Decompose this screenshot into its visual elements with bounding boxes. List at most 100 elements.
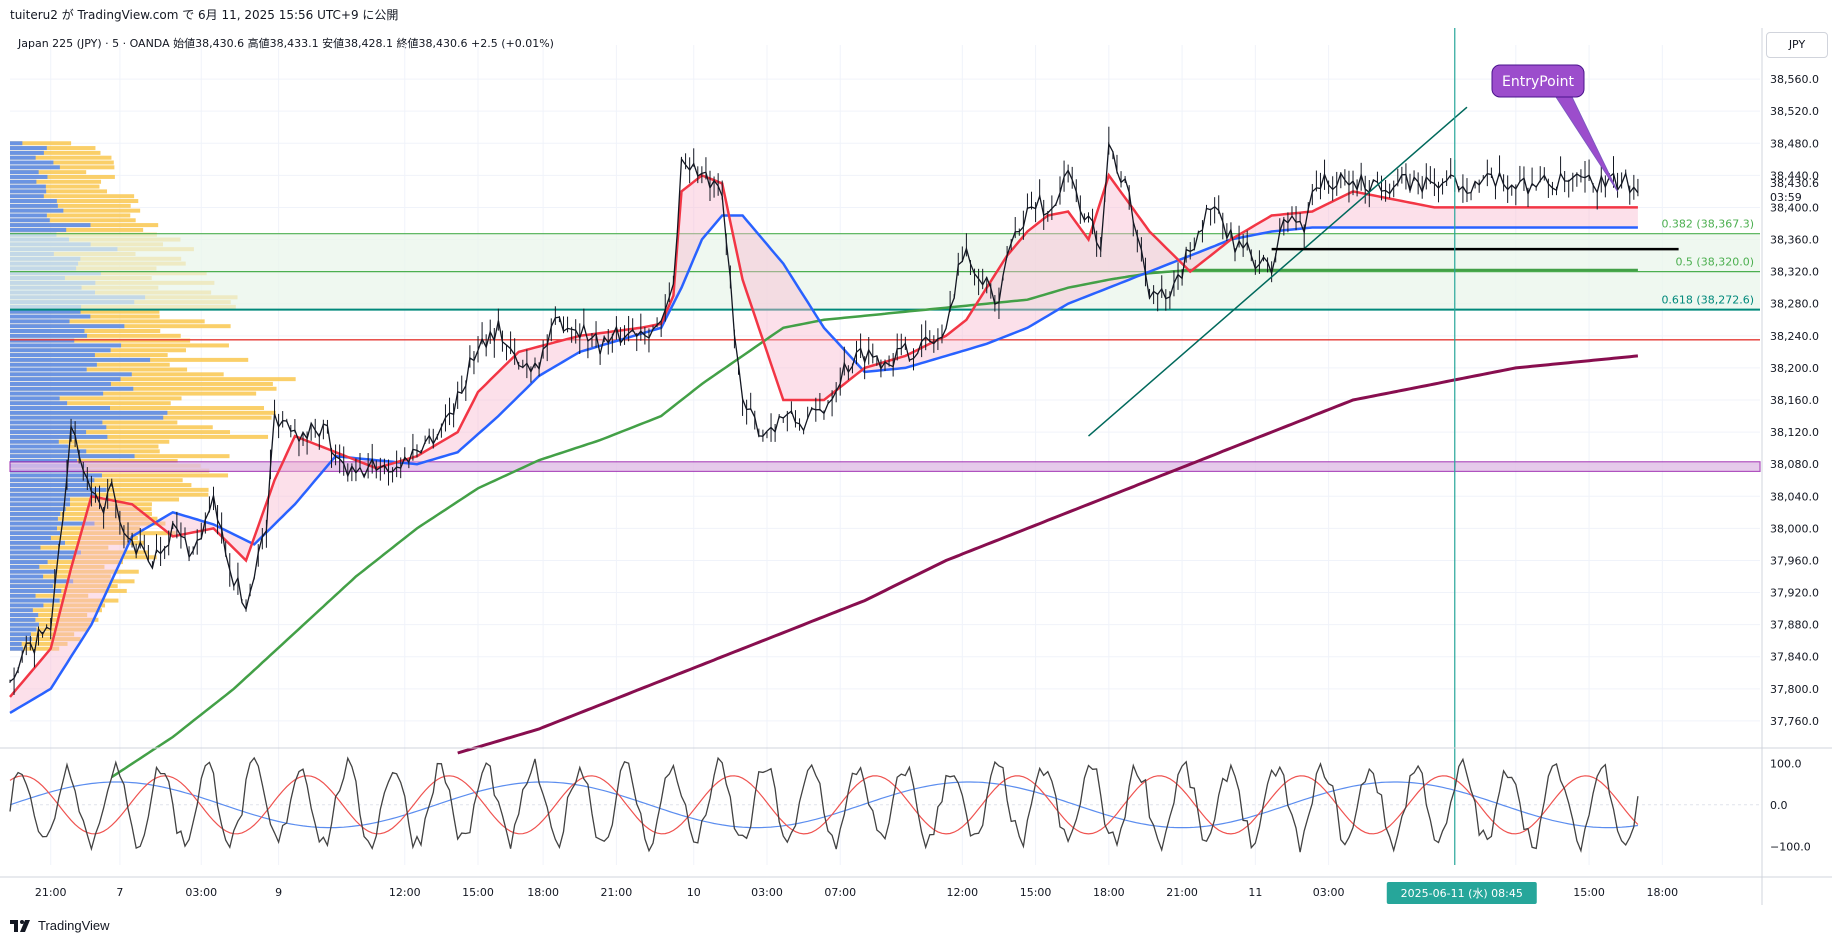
osc-tick-0: 100.0: [1770, 757, 1802, 770]
vp-bar-down: [10, 560, 48, 565]
vp-bar-up: [10, 218, 136, 223]
price-tick-10: 38,160.0: [1770, 394, 1819, 407]
vp-bar-down: [10, 473, 102, 478]
vp-bar-up: [10, 141, 72, 146]
vp-bar-down: [10, 160, 54, 165]
axes: 38,560.0 38,520.0 38,480.0 38,440.0 38,400.0…: [0, 28, 1832, 905]
price-tick-16: 37,920.0: [1770, 587, 1819, 600]
grid-lines: [10, 45, 1760, 865]
vp-bar-down: [10, 425, 107, 430]
vp-bar-down: [10, 309, 81, 314]
fib-label-2: 0.618 (38,272.6): [1661, 294, 1754, 307]
vp-bar-up: [10, 146, 96, 151]
vp-bar-up: [10, 203, 131, 208]
vp-bar-down: [10, 531, 61, 536]
vp-bar-down: [10, 170, 39, 175]
time-tick-19: 18:00: [1646, 886, 1678, 899]
vp-bar-down: [10, 199, 57, 204]
tradingview-brand[interactable]: TradingView: [10, 918, 110, 933]
vp-bar-down: [10, 348, 111, 353]
vp-bar-up: [10, 434, 269, 439]
vp-bar-down: [10, 208, 64, 213]
vp-bar-up: [10, 637, 81, 642]
vp-bar-down: [10, 391, 104, 396]
vp-bar-down: [10, 511, 61, 516]
vp-bar-up: [10, 531, 176, 536]
vp-bar-down: [10, 598, 60, 603]
fib-label-0: 0.382 (38,367.3): [1661, 218, 1754, 231]
price-tick-13: 38,040.0: [1770, 490, 1819, 503]
vp-bar-up: [10, 194, 135, 199]
vp-bar-down: [10, 555, 74, 560]
vp-bar-up: [10, 584, 118, 589]
vp-bar-up: [10, 309, 160, 314]
ema-slow-line: [457, 354, 1639, 755]
vp-bar-down: [10, 603, 44, 608]
vp-bar-down: [10, 386, 134, 391]
vp-bar-up: [10, 593, 89, 598]
vp-bar-down: [10, 627, 37, 632]
cursor-time-badge: [1386, 882, 1537, 904]
vp-bar-down: [10, 579, 74, 584]
currency-badge[interactable]: JPY: [1766, 32, 1828, 58]
vp-bar-up: [10, 401, 171, 406]
vp-bar-down: [10, 434, 108, 439]
tradingview-logo-icon: [10, 919, 30, 932]
symbol-ohlc-legend[interactable]: Japan 225 (JPY) · 5 · OANDA 始値38,430.6 高…: [18, 37, 554, 50]
vp-bar-up: [10, 569, 139, 574]
vp-bar-up: [10, 613, 88, 618]
time-tick-12: 15:00: [1020, 886, 1052, 899]
vp-bar-up: [10, 377, 296, 382]
vp-bar-up: [10, 574, 111, 579]
vp-bar-up: [10, 165, 115, 170]
vp-bar-down: [10, 483, 91, 488]
price-tick-17: 37,880.0: [1770, 619, 1819, 632]
vp-bar-down: [10, 641, 22, 646]
vp-bar-up: [10, 473, 229, 478]
vp-bar-up: [10, 155, 112, 160]
vp-bar-down: [10, 189, 47, 194]
time-tick-9: 03:00: [751, 886, 783, 899]
time-tick-11: 12:00: [946, 886, 978, 899]
price-tick-8: 38,240.0: [1770, 330, 1819, 343]
vp-bar-up: [10, 381, 273, 386]
vp-bar-up: [10, 208, 141, 213]
vp-bar-down: [10, 381, 111, 386]
vp-bar-down: [10, 507, 66, 512]
price-tick-6: 38,320.0: [1770, 266, 1819, 279]
vp-bar-down: [10, 357, 151, 362]
vp-bar-down: [10, 593, 36, 598]
vp-bar-up: [10, 367, 188, 372]
vp-bar-down: [10, 449, 87, 454]
vp-bar-down: [10, 165, 60, 170]
price-tick-12: 38,080.0: [1770, 458, 1819, 471]
annotation-text: EntryPoint: [1502, 74, 1575, 90]
brand-name: TradingView: [38, 918, 110, 933]
osc-fast-line: [9, 756, 1639, 854]
vp-bar-down: [10, 516, 58, 521]
time-tick-5: 15:00: [462, 886, 494, 899]
vp-bar-down: [10, 141, 23, 146]
price-tick-4: 38,400.0: [1770, 201, 1819, 214]
price-tick-19: 37,800.0: [1770, 683, 1819, 696]
cursor-time-label: 2025-06-11 (水) 08:45: [1401, 887, 1523, 900]
vp-bar-up: [10, 526, 140, 531]
time-tick-3: 9: [275, 886, 282, 899]
price-tick-7: 38,280.0: [1770, 298, 1819, 311]
vp-bar-down: [10, 588, 62, 593]
vp-bar-down: [10, 319, 70, 324]
countdown-label: 03:59: [1770, 191, 1802, 204]
vp-bar-down: [10, 353, 95, 358]
vp-bar-down: [10, 146, 47, 151]
time-tick-4: 12:00: [389, 886, 421, 899]
vp-bar-down: [10, 406, 110, 411]
vp-bar-up: [10, 425, 213, 430]
moving-averages: [9, 172, 1639, 779]
vp-bar-down: [10, 410, 168, 415]
price-tick-1: 38,520.0: [1770, 105, 1819, 118]
price-tick-2: 38,480.0: [1770, 137, 1819, 150]
vp-bar-down: [10, 396, 60, 401]
vp-bar-down: [10, 550, 81, 555]
vp-bar-down: [10, 362, 97, 367]
